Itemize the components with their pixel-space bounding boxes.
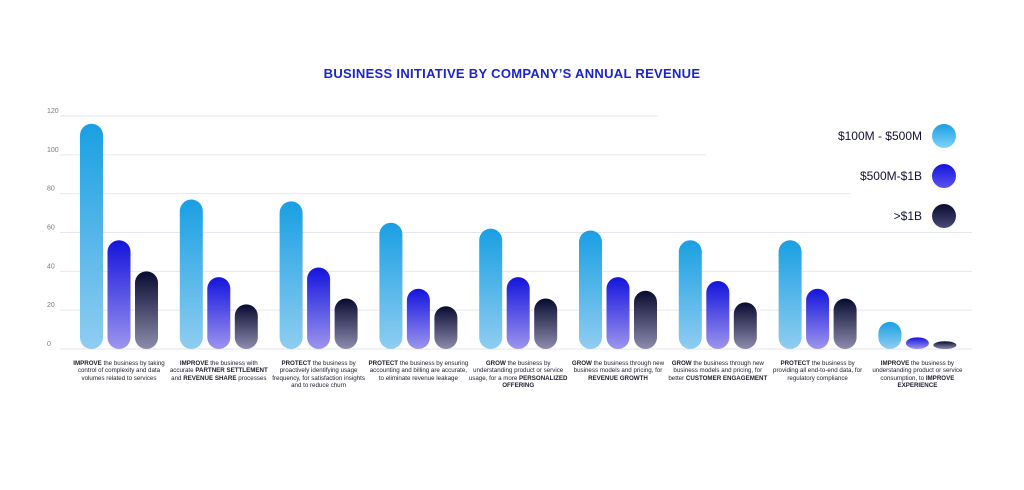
y-tick-label: 60 — [47, 225, 55, 232]
y-tick-label: 100 — [47, 147, 59, 154]
y-tick-label: 40 — [47, 263, 55, 270]
bar-9-series-1 — [878, 321, 902, 349]
legend-label: >$1B — [893, 209, 922, 223]
bar-6-series-2 — [606, 277, 630, 349]
bar-2-series-1 — [179, 199, 203, 349]
legend-item: >$1B — [894, 204, 956, 228]
y-tick-label: 120 — [47, 108, 59, 115]
legend-swatch — [932, 164, 956, 188]
bar-5-series-1 — [479, 228, 503, 349]
bar-8-series-1 — [778, 240, 802, 349]
bar-3-series-1 — [279, 201, 303, 349]
bar-3-series-3 — [334, 298, 358, 349]
y-tick-label: 80 — [47, 186, 55, 193]
y-tick-label: 20 — [47, 302, 55, 309]
legend-label: $500M-$1B — [859, 169, 922, 183]
legend-swatch — [932, 204, 956, 228]
bar-2-series-3 — [234, 304, 258, 349]
bar-7-series-3 — [733, 302, 757, 349]
bar-9-series-2 — [905, 337, 929, 349]
legend-label: $100M - $500M — [837, 129, 922, 143]
bar-8-series-3 — [833, 298, 857, 349]
bar-9-series-3 — [933, 341, 957, 349]
bar-7-series-2 — [706, 281, 730, 349]
y-tick-label: 0 — [47, 341, 51, 348]
bar-5-series-3 — [534, 298, 558, 349]
bar-6-series-3 — [634, 290, 657, 349]
category-label: IMPROVE the business with accurate PARTN… — [169, 360, 268, 382]
bar-4-series-3 — [434, 306, 458, 349]
bar-1-series-3 — [135, 271, 158, 349]
bar-8-series-2 — [806, 288, 830, 349]
category-label: IMPROVE the business by understanding pr… — [872, 360, 963, 390]
category-label: IMPROVE the business by taking control o… — [73, 360, 165, 382]
chart-title: BUSINESS INITIATIVE BY COMPANY’S ANNUAL … — [323, 66, 701, 81]
bar-4-series-1 — [379, 222, 403, 349]
bar-4-series-2 — [406, 288, 430, 349]
legend-item: $500M-$1B — [860, 164, 956, 188]
bar-2-series-2 — [207, 277, 231, 349]
bar-7-series-1 — [678, 240, 702, 349]
legend-item: $100M - $500M — [838, 124, 956, 148]
category-label: PROTECT the business by proactively iden… — [272, 360, 365, 390]
bar-1-series-1 — [80, 123, 103, 350]
legend-swatch — [932, 124, 956, 148]
category-label: PROTECT the business by ensuring account… — [368, 360, 469, 382]
category-label: GROW the business through new business m… — [668, 360, 768, 382]
bar-6-series-1 — [579, 230, 602, 349]
bar-1-series-2 — [107, 240, 131, 349]
bar-5-series-2 — [506, 277, 530, 349]
category-label: GROW the business by understanding produ… — [468, 360, 568, 390]
bar-3-series-2 — [307, 267, 331, 349]
category-label: GROW the business through new business m… — [571, 360, 665, 382]
category-label: PROTECT the business by providing all en… — [773, 360, 863, 382]
